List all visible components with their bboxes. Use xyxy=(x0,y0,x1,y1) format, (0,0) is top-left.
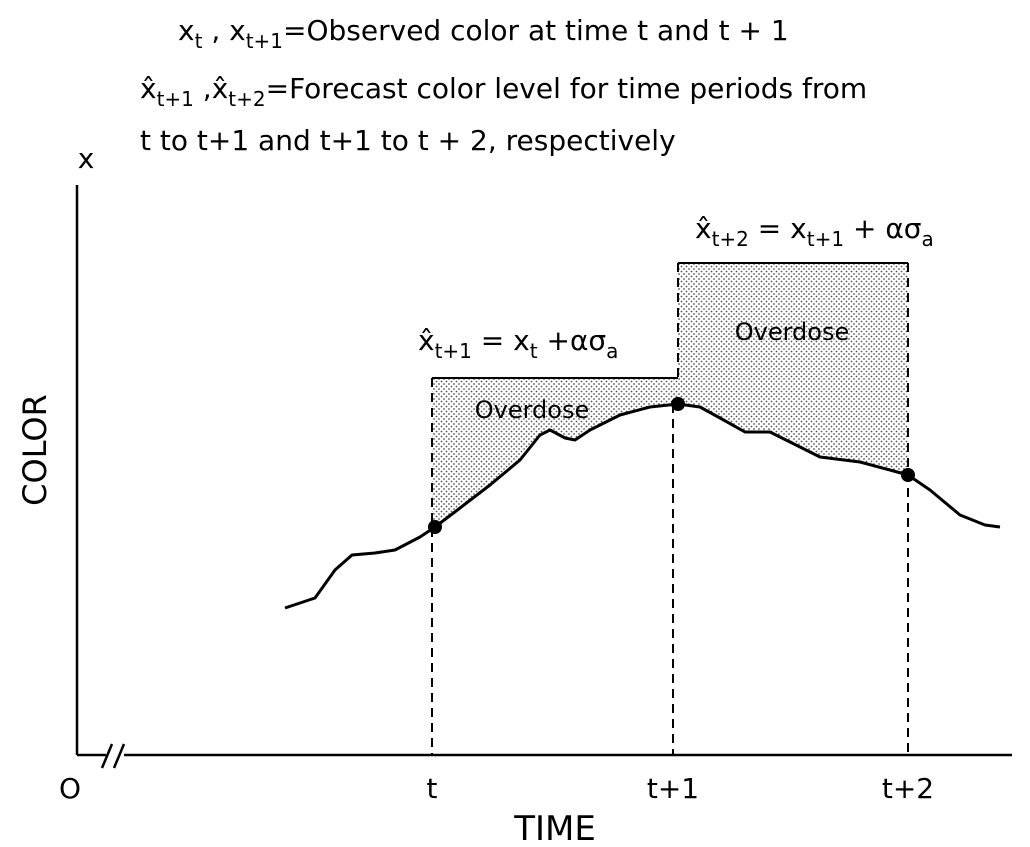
dashed-outlines xyxy=(431,263,909,755)
text-part: x̂ xyxy=(418,324,435,357)
text-part: t to t+1 and t+1 to t + 2, respectively xyxy=(140,124,676,157)
legend-line: t to t+1 and t+1 to t + 2, respectively xyxy=(140,124,676,157)
text-part: t+2 xyxy=(228,87,265,111)
equation: x̂t+1 = xt +ασa xyxy=(418,324,618,363)
text-part: ,x̂ xyxy=(194,72,228,105)
text-part: +ασ xyxy=(538,324,607,357)
y-axis-symbol: x xyxy=(78,142,95,175)
observation-point xyxy=(901,468,915,482)
equation: x̂t+2 = xt+1 + ασa xyxy=(695,212,934,251)
x-axis-label: TIME xyxy=(513,809,596,847)
text-part: t+1 xyxy=(246,29,283,53)
text-part: x̂ xyxy=(695,212,712,245)
observation-point xyxy=(428,520,442,534)
region-label: Overdose xyxy=(475,396,590,424)
overdose-area xyxy=(678,263,908,475)
origin-label: O xyxy=(59,772,81,805)
text-part: , x xyxy=(202,14,245,47)
text-part: a xyxy=(922,227,934,251)
y-axis-label: COLOR xyxy=(16,394,54,506)
text-part: = x xyxy=(749,212,807,245)
text-part: a xyxy=(606,339,618,363)
x-tick-label: t+1 xyxy=(647,772,699,805)
forecast-levels xyxy=(432,262,908,379)
region-label: Overdose xyxy=(735,318,850,346)
text-part: t+1 xyxy=(157,87,194,111)
text-part: x̂ xyxy=(140,72,157,105)
text-part: x xyxy=(178,14,195,47)
text-part: t+1 xyxy=(435,339,472,363)
text-part: t+2 xyxy=(712,227,749,251)
text-part: t xyxy=(195,29,203,53)
color-curve xyxy=(284,402,1001,610)
text-part: t xyxy=(530,339,538,363)
x-tick-label: t xyxy=(427,772,438,805)
text-part: =Observed color at time t and t + 1 xyxy=(283,14,789,47)
legend-line: xt , xt+1=Observed color at time t and t… xyxy=(178,14,789,53)
text-part: =Forecast color level for time periods f… xyxy=(266,72,868,105)
x-tick-label: t+2 xyxy=(882,772,934,805)
text-part: + ασ xyxy=(844,212,921,245)
observation-point xyxy=(671,397,685,411)
text-part: t+1 xyxy=(807,227,844,251)
axes xyxy=(75,185,1012,769)
legend-line: x̂t+1 ,x̂t+2=Forecast color level for ti… xyxy=(140,72,867,111)
text-part: = x xyxy=(472,324,530,357)
